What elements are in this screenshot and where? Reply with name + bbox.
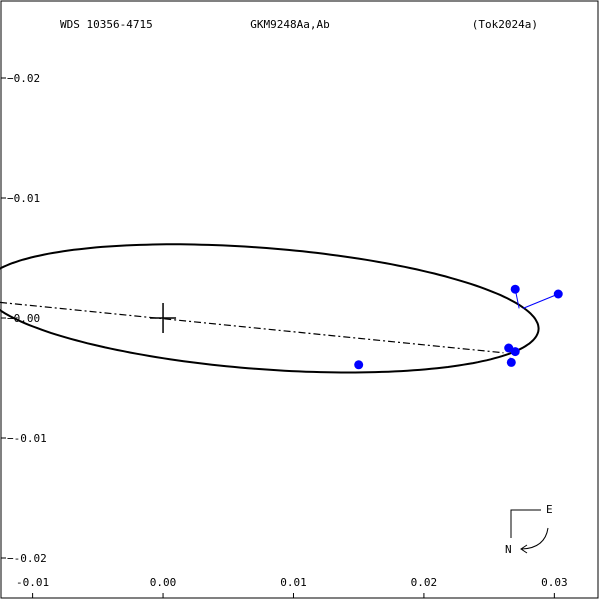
primary-star-marker <box>150 303 177 333</box>
observation-point <box>510 284 520 294</box>
y-tick-label: −0.02 <box>7 72 40 85</box>
line-of-nodes <box>0 301 504 354</box>
y-tick-label: −-0.02 <box>7 552 47 565</box>
compass-indicator: E N <box>505 503 553 556</box>
x-tick-label: 0.01 <box>280 576 307 589</box>
y-tick-label: −0.01 <box>7 192 40 205</box>
y-tick-label: −0.00 <box>7 312 40 325</box>
compass-arrow <box>521 527 549 550</box>
observation-point <box>553 289 563 299</box>
observation-point <box>506 357 516 367</box>
header-reference: (Tok2024a) <box>472 18 538 31</box>
observation-point <box>510 347 520 357</box>
compass-east-label: E <box>546 503 553 516</box>
orbit-ellipse <box>0 243 540 374</box>
observation-point <box>354 360 364 370</box>
x-tick-label: -0.01 <box>16 576 49 589</box>
observation-residual <box>522 293 559 309</box>
x-tick-label: 0.00 <box>150 576 177 589</box>
y-axis: −0.02 −0.01 −0.00 −-0.01 −-0.02 <box>1 72 47 565</box>
compass-axes <box>510 509 541 538</box>
y-tick-label: −-0.01 <box>7 432 47 445</box>
compass-north-label: N <box>505 543 512 556</box>
header-wds-id: WDS 10356-4715 <box>60 18 153 31</box>
x-axis: -0.01 0.00 0.01 0.02 0.03 <box>16 576 568 598</box>
header-system-name: GKM9248Aa,Ab <box>250 18 329 31</box>
observations <box>354 284 563 370</box>
compass-arrow-head <box>520 544 528 554</box>
x-tick-label: 0.03 <box>541 576 568 589</box>
x-tick-label: 0.02 <box>411 576 438 589</box>
